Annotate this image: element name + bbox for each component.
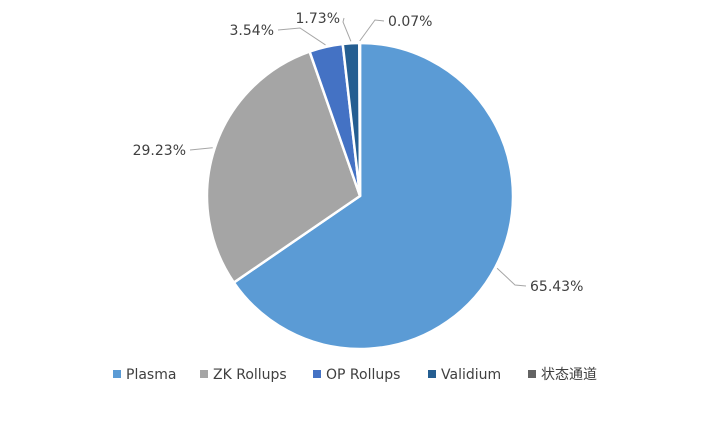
legend-swatch-3 xyxy=(313,370,321,378)
leader-line-3 xyxy=(277,27,326,46)
pie-slice-1 xyxy=(232,41,515,351)
legend-swatch-1 xyxy=(113,370,121,378)
leader-line-1 xyxy=(496,267,527,287)
legend-swatch-4 xyxy=(428,370,436,378)
legend-label-4: Validium xyxy=(441,367,501,383)
legend-label-1: Plasma xyxy=(126,367,176,383)
legend-swatch-2 xyxy=(200,370,208,378)
leader-lines-layer xyxy=(189,17,527,287)
legend-label-2: ZK Rollups xyxy=(213,367,287,383)
data-labels-layer: 65.43% 29.23% 3.54% 1.73% 0.07% xyxy=(133,11,584,295)
legend-item-2: ZK Rollups xyxy=(200,367,287,383)
slices-layer xyxy=(205,41,515,351)
leader-line-5 xyxy=(359,19,385,42)
data-label-3: 3.54% xyxy=(230,23,274,39)
legend: Plasma ZK Rollups OP Rollups Validium 状态通道 xyxy=(113,367,597,383)
legend-item-3: OP Rollups xyxy=(313,367,400,383)
data-label-2: 29.23% xyxy=(133,143,186,159)
legend-label-3: OP Rollups xyxy=(326,367,400,383)
legend-item-1: Plasma xyxy=(113,367,176,383)
legend-item-4: Validium xyxy=(428,367,501,383)
pie-slice-5 xyxy=(358,41,362,198)
leader-line-2 xyxy=(189,147,213,151)
legend-label-5: 状态通道 xyxy=(541,367,597,383)
data-label-1: 65.43% xyxy=(530,279,583,295)
leader-line-4 xyxy=(342,17,352,42)
pie-slice-2 xyxy=(205,50,362,284)
data-label-4: 1.73% xyxy=(296,11,340,27)
data-label-5: 0.07% xyxy=(388,14,432,30)
legend-swatch-5 xyxy=(528,370,536,378)
legend-item-5: 状态通道 xyxy=(528,367,597,383)
